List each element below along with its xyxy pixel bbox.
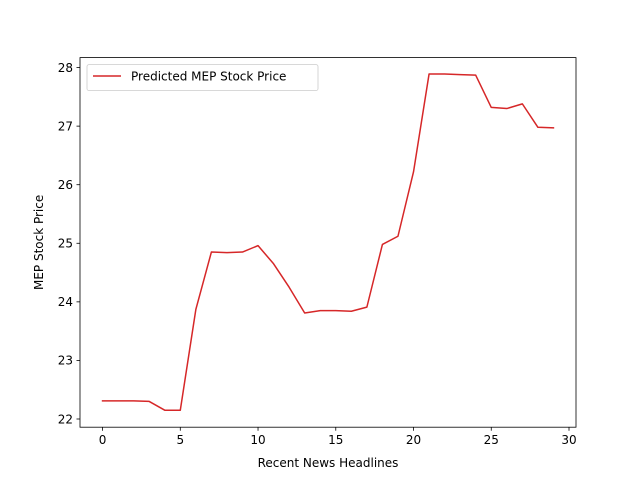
legend-label: Predicted MEP Stock Price xyxy=(131,70,286,84)
legend: Predicted MEP Stock Price xyxy=(86,64,319,91)
y-tick-label: 23 xyxy=(58,354,73,368)
y-tick-label: 26 xyxy=(58,178,73,192)
x-tick-label: 0 xyxy=(99,433,107,447)
y-tick-label: 27 xyxy=(58,119,73,133)
x-tick-label: 25 xyxy=(484,433,499,447)
x-axis-label: Recent News Headlines xyxy=(258,456,399,470)
series-line xyxy=(101,73,555,411)
x-axis-ticks: 0 5 10 15 20 25 30 xyxy=(99,427,577,447)
x-tick-label: 10 xyxy=(250,433,265,447)
x-tick-label: 5 xyxy=(176,433,184,447)
y-tick-label: 28 xyxy=(58,61,73,75)
y-axis-ticks: 22 23 24 25 26 27 28 xyxy=(58,61,80,426)
x-tick-label: 15 xyxy=(328,433,343,447)
series-layer xyxy=(101,73,555,411)
y-axis-label: MEP Stock Price xyxy=(32,195,46,290)
y-tick-label: 22 xyxy=(58,412,73,426)
legend-box xyxy=(86,64,319,91)
x-tick-label: 20 xyxy=(406,433,421,447)
y-tick-label: 24 xyxy=(58,295,73,309)
plot-background xyxy=(80,57,576,428)
plot-frame xyxy=(79,57,577,428)
x-tick-label: 30 xyxy=(561,433,576,447)
y-tick-label: 25 xyxy=(58,237,73,251)
